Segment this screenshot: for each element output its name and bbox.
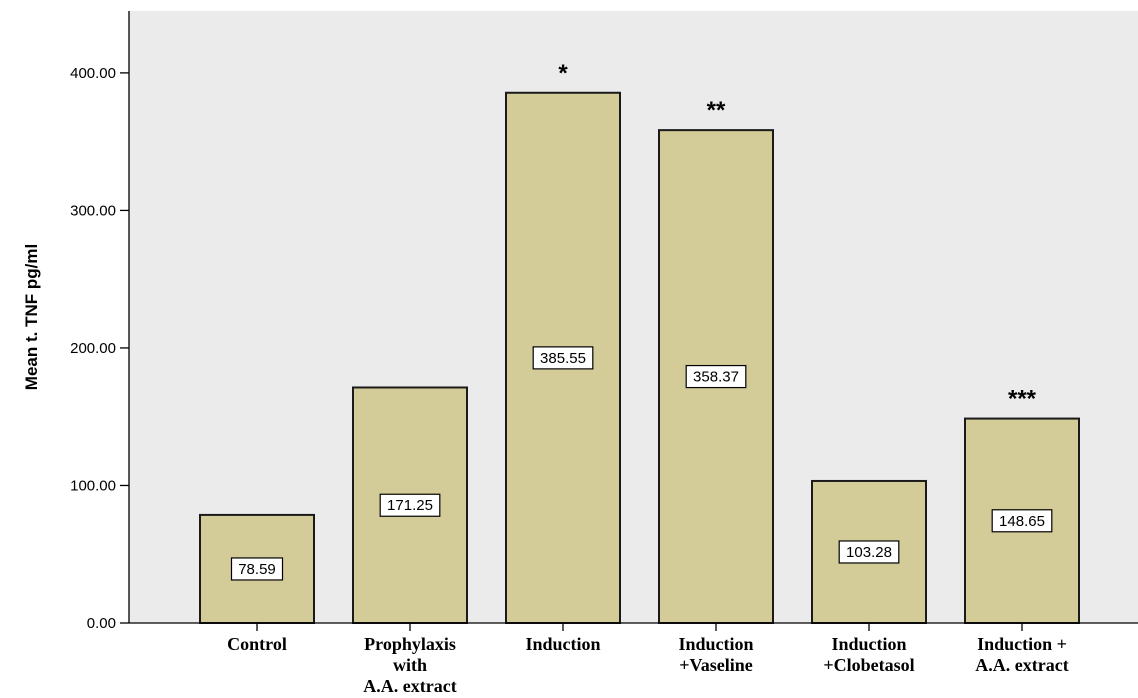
x-tick-label-4: Induction +Vaseline bbox=[678, 634, 753, 675]
data-label-box-4 bbox=[685, 364, 747, 389]
data-label-box-6 bbox=[991, 509, 1053, 533]
data-label-1: 78.59 bbox=[238, 561, 276, 578]
significance-marker-4: ** bbox=[707, 97, 726, 124]
data-label-box-1 bbox=[230, 557, 284, 581]
bars-group: 78.59171.25385.55358.37103.28148.65*****… bbox=[199, 60, 1080, 625]
data-label-5: 103.28 bbox=[846, 544, 892, 561]
x-tick-label-6: Induction + A.A. extract bbox=[975, 634, 1068, 675]
axes-group: 0.00 100.00 200.00 300.00 400.00 Control Proph… bbox=[70, 11, 1138, 696]
y-tick-label-4: 400.00 bbox=[70, 65, 116, 82]
x-tick-label-3: Induction bbox=[525, 634, 600, 654]
y-tick-label-3: 300.00 bbox=[70, 202, 116, 219]
data-label-2: 171.25 bbox=[387, 497, 433, 514]
y-tick-label-1: 100.00 bbox=[70, 477, 116, 494]
data-label-box-2 bbox=[379, 493, 441, 517]
data-label-6: 148.65 bbox=[999, 513, 1045, 530]
significance-marker-6: *** bbox=[1008, 386, 1037, 413]
data-label-box-3 bbox=[532, 346, 594, 370]
significance-marker-3: * bbox=[558, 60, 568, 87]
data-label-4: 358.37 bbox=[693, 369, 739, 386]
y-tick-label-2: 200.00 bbox=[70, 340, 116, 357]
x-tick-label-2: Prophylaxis with A.A. extract bbox=[363, 634, 456, 696]
y-tick-label-0: 0.00 bbox=[87, 615, 116, 632]
x-tick-label-1: Control bbox=[227, 634, 287, 654]
y-axis-label: Mean t. TNF pg/ml bbox=[22, 244, 41, 390]
data-label-3: 385.55 bbox=[540, 350, 586, 367]
data-label-box-5 bbox=[838, 540, 900, 564]
x-tick-label-5: Induction +Clobetasol bbox=[823, 634, 914, 675]
